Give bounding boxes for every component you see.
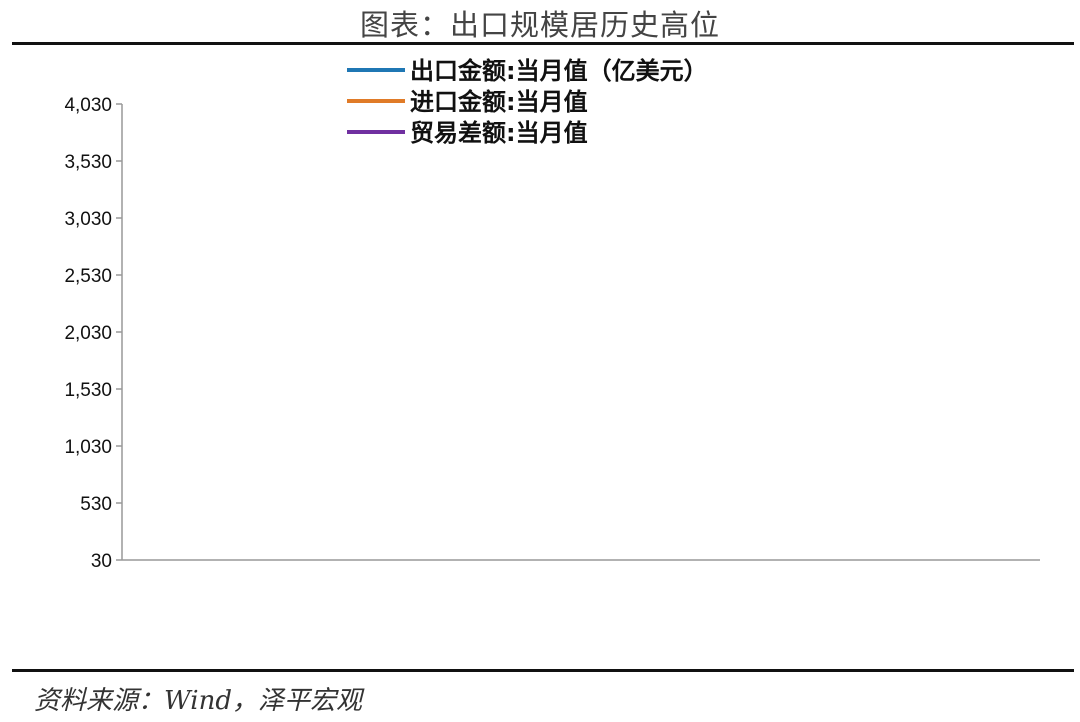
chart-axes — [121, 104, 1040, 561]
bottom-rule — [12, 669, 1074, 672]
y-tick-label: 2,030 — [64, 323, 112, 344]
y-tick-label: 3,030 — [64, 209, 112, 230]
y-tick-label: 30 — [91, 551, 112, 572]
legend-label: 进口金额:当月值 — [410, 88, 588, 116]
legend-label: 出口金额:当月值（亿美元） — [410, 57, 708, 85]
legend-label: 贸易差额:当月值 — [410, 119, 588, 147]
y-tick-label: 530 — [80, 494, 112, 515]
y-tick-label: 3,530 — [64, 152, 112, 173]
source-note: 资料来源：Wind，泽平宏观 — [34, 686, 362, 716]
y-tick-label: 2,530 — [64, 266, 112, 287]
y-tick-label: 1,530 — [64, 380, 112, 401]
y-tick-label: 4,030 — [64, 95, 112, 116]
top-rule — [12, 42, 1074, 45]
y-axis-ticks: 30 530 1,030 1,530 2,030 2,530 3,030 3,530 4,030 — [64, 95, 122, 572]
y-tick-label: 1,030 — [64, 437, 112, 458]
figure-title: 图表：出口规模居历史高位 — [359, 8, 720, 42]
